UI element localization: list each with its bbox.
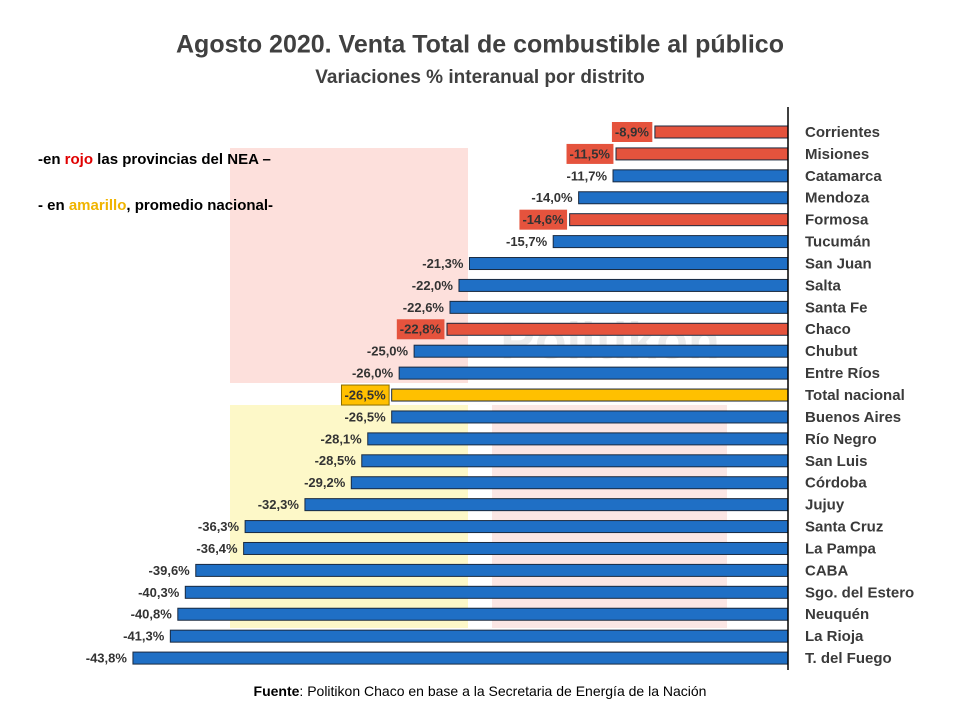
bar xyxy=(458,278,789,292)
annotation: - en amarillo, promedio nacional- xyxy=(38,197,273,214)
category-label: Chubut xyxy=(805,343,857,360)
value-label: -14,0% xyxy=(531,190,573,205)
annotation: -en rojo las provincias del NEA – xyxy=(38,151,271,168)
value-label: -26,5% xyxy=(344,409,386,424)
bar xyxy=(446,322,789,336)
bar xyxy=(367,432,789,446)
bar xyxy=(304,498,789,512)
source: Fuente: Politikon Chaco en base a la Sec… xyxy=(254,683,707,699)
value-label: -29,2% xyxy=(304,475,346,490)
category-label: Santa Cruz xyxy=(805,519,883,536)
value-label: -14,6% xyxy=(522,212,564,227)
category-label: Tucumán xyxy=(805,234,871,251)
category-label: Jujuy xyxy=(805,497,845,514)
chart-title: Agosto 2020. Venta Total de combustible … xyxy=(176,31,784,59)
plot: Corrientes -8,9% Misiones -11,5% Catamarca -1… xyxy=(86,107,914,670)
annotation-part: las provincias del NEA – xyxy=(93,151,271,168)
chart-subtitle: Variaciones % interanual por distrito xyxy=(315,67,644,88)
value-label: -32,3% xyxy=(258,497,300,512)
bar xyxy=(169,629,789,643)
value-label: -39,6% xyxy=(149,563,191,578)
bar xyxy=(615,147,789,161)
category-label: Formosa xyxy=(805,212,869,229)
category-label: Catamarca xyxy=(805,168,882,185)
category-label: Santa Fe xyxy=(805,299,868,316)
annotations: -en rojo las provincias del NEA – - en am… xyxy=(38,151,273,214)
category-label: Córdoba xyxy=(805,475,867,492)
category-label: Río Negro xyxy=(805,431,877,448)
value-label: -22,0% xyxy=(412,278,454,293)
annotation-part: rojo xyxy=(65,151,93,168)
bar xyxy=(184,585,789,599)
bar xyxy=(243,541,789,555)
value-label: -40,8% xyxy=(131,607,173,622)
value-label: -22,8% xyxy=(400,322,442,337)
category-label: Chaco xyxy=(805,321,851,338)
bar xyxy=(361,454,789,468)
value-label: -26,5% xyxy=(344,387,386,402)
category-label: CABA xyxy=(805,562,848,579)
bar xyxy=(177,607,789,621)
value-label: -43,8% xyxy=(86,651,128,666)
category-label: San Juan xyxy=(805,255,872,272)
bar xyxy=(244,520,789,534)
category-label: Sgo. del Estero xyxy=(805,584,914,601)
value-label-box xyxy=(566,143,614,164)
value-label-box xyxy=(519,209,568,230)
annotation-part: -en xyxy=(38,151,65,168)
bar xyxy=(449,300,789,314)
bar xyxy=(391,388,789,402)
bar xyxy=(413,344,789,358)
bar xyxy=(654,125,789,139)
value-label: -15,7% xyxy=(506,234,548,249)
bar xyxy=(569,213,789,227)
bar xyxy=(132,651,789,665)
value-label: -28,1% xyxy=(321,431,363,446)
source-label: Fuente xyxy=(254,683,300,699)
category-label: La Pampa xyxy=(805,540,877,557)
value-label: -26,0% xyxy=(352,366,394,381)
value-label-box xyxy=(340,384,390,406)
value-label: -11,7% xyxy=(567,168,608,183)
value-label: -36,4% xyxy=(196,541,238,556)
annotation-part: amarillo xyxy=(69,197,127,214)
source-text: : Politikon Chaco en base a la Secretari… xyxy=(299,683,706,699)
category-label: Misiones xyxy=(805,146,869,163)
category-label: Neuquén xyxy=(805,606,869,623)
bar xyxy=(398,366,789,380)
value-label-box xyxy=(396,319,445,340)
annotation-part: - en xyxy=(38,197,69,214)
value-label-box xyxy=(611,122,653,142)
value-label: -28,5% xyxy=(315,453,357,468)
value-label: -22,6% xyxy=(403,300,445,315)
bg-panel xyxy=(230,148,468,383)
value-label: -25,0% xyxy=(367,344,409,359)
bar xyxy=(578,191,789,205)
bar xyxy=(612,169,789,183)
value-label: -40,3% xyxy=(138,585,180,600)
bar xyxy=(350,476,789,490)
bar xyxy=(468,257,789,271)
category-label: Mendoza xyxy=(805,190,870,207)
bar xyxy=(552,235,789,249)
category-label: Salta xyxy=(805,277,842,294)
category-label: San Luis xyxy=(805,453,868,470)
value-label: -8,9% xyxy=(615,124,649,139)
category-label: Entre Ríos xyxy=(805,365,880,382)
watermark: Politikon xyxy=(500,313,720,371)
value-label: -41,3% xyxy=(123,629,165,644)
category-label: Total nacional xyxy=(805,387,905,404)
value-label: -21,3% xyxy=(422,256,464,271)
value-label: -11,5% xyxy=(570,146,611,161)
category-label: Corrientes xyxy=(805,124,880,141)
annotation-part: , promedio nacional- xyxy=(126,197,273,214)
category-label: T. del Fuego xyxy=(805,650,892,667)
bar xyxy=(391,410,789,424)
bar xyxy=(195,563,789,577)
category-label: La Rioja xyxy=(805,628,864,645)
category-label: Buenos Aires xyxy=(805,409,901,426)
value-label: -36,3% xyxy=(198,519,240,534)
